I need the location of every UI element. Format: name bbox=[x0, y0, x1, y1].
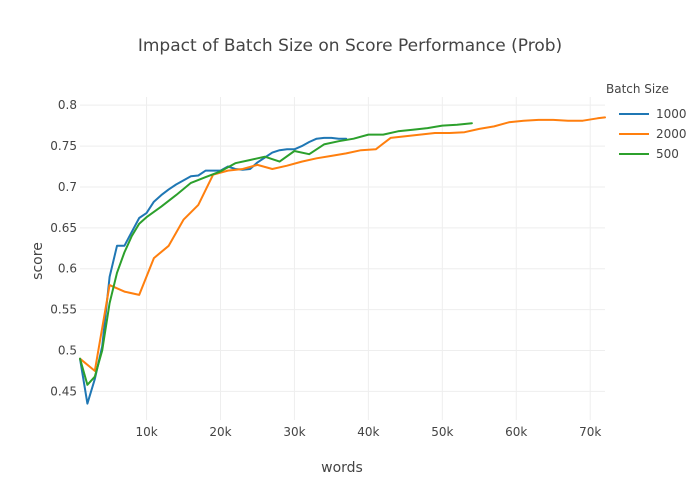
y-axis-label: score bbox=[30, 242, 46, 280]
x-tick-label: 30k bbox=[283, 425, 305, 439]
y-tick-label: 0.65 bbox=[50, 221, 77, 235]
x-tick-label: 40k bbox=[357, 425, 379, 439]
chart-title: Impact of Batch Size on Score Performanc… bbox=[138, 36, 562, 56]
series-line-1000 bbox=[79, 136, 348, 405]
y-tick-label: 0.55 bbox=[50, 303, 77, 317]
x-tick-label: 20k bbox=[209, 425, 231, 439]
y-tick-label: 0.45 bbox=[50, 384, 77, 398]
y-tick-label: 0.6 bbox=[58, 262, 77, 276]
x-tick-label: 10k bbox=[135, 425, 157, 439]
y-tick-label: 0.7 bbox=[58, 180, 77, 194]
y-tick-label: 0.75 bbox=[50, 139, 77, 153]
legend-label-1000: 1000 bbox=[656, 107, 687, 121]
y-tick-label: 0.5 bbox=[58, 343, 77, 357]
y-gridlines bbox=[80, 104, 605, 392]
legend-label-500: 500 bbox=[656, 147, 679, 161]
legend-title: Batch Size bbox=[606, 82, 669, 96]
series-line-500 bbox=[79, 122, 473, 386]
x-axis-label: words bbox=[321, 460, 363, 476]
x-gridlines bbox=[146, 97, 591, 420]
x-tick-label: 70k bbox=[579, 425, 601, 439]
y-tick-label: 0.8 bbox=[58, 98, 77, 112]
legend: Batch Size 1000 2000 500 bbox=[606, 82, 687, 161]
x-tick-label: 60k bbox=[505, 425, 527, 439]
y-axis: 0.45 0.5 0.55 0.6 0.65 0.7 0.75 0.8 bbox=[50, 98, 77, 398]
x-axis: 10k 20k 30k 40k 50k 60k 70k bbox=[135, 425, 601, 439]
plot-area bbox=[79, 116, 606, 405]
series-line-2000 bbox=[79, 116, 606, 372]
x-tick-label: 50k bbox=[431, 425, 453, 439]
legend-label-2000: 2000 bbox=[656, 127, 687, 141]
